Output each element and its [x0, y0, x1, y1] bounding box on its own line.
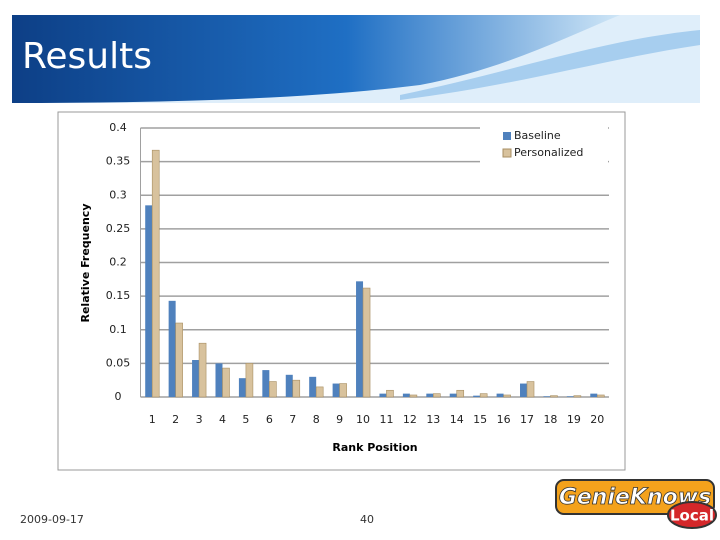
bar — [292, 379, 301, 398]
y-tick-label: 0.1 — [109, 323, 127, 336]
bar — [356, 281, 364, 397]
x-tick-label: 12 — [403, 413, 417, 426]
bar — [473, 395, 481, 397]
y-tick-label: 0 — [115, 390, 122, 403]
bar — [566, 396, 574, 397]
bar — [433, 393, 441, 398]
bar — [526, 381, 535, 398]
bar — [362, 287, 371, 398]
bar — [409, 394, 418, 398]
x-tick-label: 6 — [266, 413, 273, 426]
bar — [426, 393, 434, 397]
bar — [145, 205, 153, 397]
x-tick-label: 7 — [289, 413, 296, 426]
bar — [573, 395, 582, 398]
legend-swatch — [502, 148, 512, 158]
y-tick-label: 0.2 — [109, 256, 127, 269]
title-banner — [12, 15, 700, 103]
bar — [543, 396, 551, 397]
bar — [245, 363, 254, 398]
slide-date: 2009-09-17 — [20, 513, 84, 526]
x-tick-label: 19 — [567, 413, 581, 426]
x-axis-label: Rank Position — [332, 441, 417, 454]
x-tick-label: 11 — [379, 413, 393, 426]
bar — [262, 370, 270, 397]
bar — [285, 374, 293, 397]
bar — [309, 376, 317, 397]
x-tick-label: 5 — [242, 413, 249, 426]
legend-swatch — [503, 132, 511, 140]
x-tick-label: 13 — [426, 413, 440, 426]
x-tick-label: 20 — [590, 413, 604, 426]
x-tick-label: 14 — [450, 413, 464, 426]
bar — [215, 363, 223, 397]
legend-box — [480, 126, 608, 166]
bar — [175, 322, 183, 398]
y-tick-label: 0.3 — [109, 188, 127, 201]
x-tick-label: 1 — [149, 413, 156, 426]
bar — [590, 393, 598, 397]
y-axis-label: Relative Frequency — [79, 204, 92, 323]
bar — [550, 395, 558, 398]
bar — [386, 389, 394, 398]
x-tick-label: 9 — [336, 413, 343, 426]
logo-bubble — [667, 501, 717, 529]
x-tick-label: 16 — [497, 413, 511, 426]
bar — [222, 367, 230, 398]
bar — [151, 149, 160, 398]
slide-title: Results — [22, 36, 152, 77]
x-tick-label: 3 — [196, 413, 203, 426]
bar — [339, 383, 347, 398]
logo-brand: GenieKnows — [559, 485, 711, 510]
y-tick-label: 0.35 — [106, 155, 131, 168]
x-tick-label: 8 — [313, 413, 320, 426]
bar — [192, 360, 200, 397]
bar — [198, 342, 207, 398]
bar — [449, 393, 457, 397]
bar — [402, 393, 410, 397]
bar — [456, 389, 465, 398]
y-tick-label: 0.25 — [106, 222, 131, 235]
bar — [269, 381, 277, 398]
bar — [479, 393, 488, 398]
legend-label: Personalized — [514, 146, 583, 159]
x-tick-label: 18 — [543, 413, 557, 426]
x-tick-label: 10 — [356, 413, 370, 426]
x-tick-label: 17 — [520, 413, 534, 426]
x-tick-label: 4 — [219, 413, 226, 426]
bar — [168, 300, 176, 397]
bar — [379, 393, 387, 397]
logo-sub: Local — [670, 507, 714, 525]
bar — [332, 383, 340, 397]
bar — [520, 383, 528, 397]
bar — [503, 394, 511, 398]
slide-page: 40 — [360, 513, 374, 526]
y-tick-label: 0.15 — [106, 289, 131, 302]
bar — [238, 378, 246, 397]
legend-label: Baseline — [514, 129, 561, 142]
bar — [596, 394, 605, 398]
y-tick-label: 0.05 — [106, 356, 131, 369]
logo: GenieKnows Local — [555, 479, 717, 529]
bar — [315, 386, 324, 398]
y-tick-label: 0.4 — [109, 121, 127, 134]
x-tick-label: 2 — [172, 413, 179, 426]
bar — [496, 393, 504, 397]
x-tick-label: 15 — [473, 413, 487, 426]
